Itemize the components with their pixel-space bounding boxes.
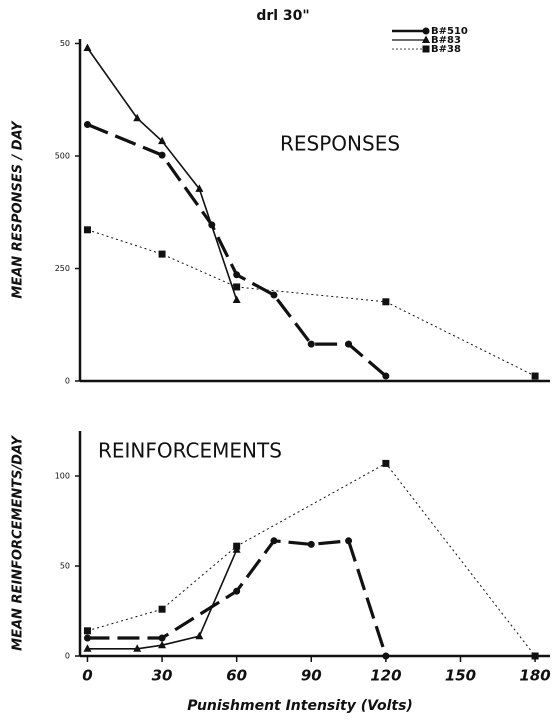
point [233, 271, 241, 279]
legend-marker [422, 45, 430, 53]
y-axis-label: MEAN RESPONSES / DAY [11, 120, 26, 299]
point [83, 43, 92, 51]
point [232, 295, 241, 303]
y-tick-label: 50 [60, 562, 70, 571]
point [195, 184, 204, 192]
point [382, 459, 390, 467]
point [531, 652, 539, 660]
series-line [87, 229, 536, 377]
x-tick-label: 180 [519, 667, 550, 685]
point [158, 634, 166, 642]
annotation: REINFORCEMENTS [98, 439, 282, 463]
point [270, 291, 278, 299]
y-tick-label: 250 [55, 264, 70, 273]
point [382, 652, 390, 660]
point [382, 372, 390, 380]
annotation: RESPONSES [280, 132, 400, 156]
point [158, 250, 166, 258]
x-tick-label: 30 [152, 667, 173, 685]
y-axis-label: MEAN REINFORCEMENTS/DAY [11, 435, 26, 651]
point [158, 136, 167, 145]
x-tick-label: 120 [370, 667, 401, 685]
point [233, 587, 241, 595]
legend-label: B#38 [431, 44, 461, 55]
point [195, 631, 204, 640]
point [270, 537, 278, 545]
point [345, 340, 353, 348]
legend-label: B#510 [431, 26, 468, 37]
series-line [87, 539, 388, 657]
x-tick-label: 90 [301, 667, 322, 685]
point [83, 226, 91, 234]
point [233, 542, 241, 550]
x-tick-label: 0 [82, 667, 92, 685]
x-axis-label: Punishment Intensity (Volts) [187, 698, 413, 714]
legend-marker [422, 35, 430, 43]
point [307, 340, 315, 348]
point [307, 540, 315, 548]
x-tick-label: 60 [226, 667, 247, 685]
y-tick-label: 50 [60, 39, 70, 48]
point [531, 372, 539, 380]
y-tick-label: 100 [55, 472, 70, 481]
x-tick-label: 150 [445, 667, 476, 685]
point [233, 283, 241, 291]
series-line [87, 462, 536, 657]
legend-marker [422, 27, 430, 35]
y-tick-label: 0 [65, 652, 70, 661]
point [345, 537, 353, 545]
legend-label: B#83 [431, 35, 461, 46]
point [83, 644, 92, 652]
y-tick-label: 500 [55, 152, 70, 161]
point [83, 121, 91, 128]
chart-title: drl 30" [256, 8, 309, 24]
point [133, 644, 142, 652]
y-tick-label: 0 [65, 377, 70, 386]
series-line [86, 47, 238, 301]
series-line [86, 123, 387, 378]
point [83, 627, 91, 635]
point [158, 605, 166, 613]
point [382, 298, 390, 306]
point [158, 151, 166, 159]
point [158, 640, 167, 649]
point [83, 634, 91, 642]
point [133, 113, 142, 122]
